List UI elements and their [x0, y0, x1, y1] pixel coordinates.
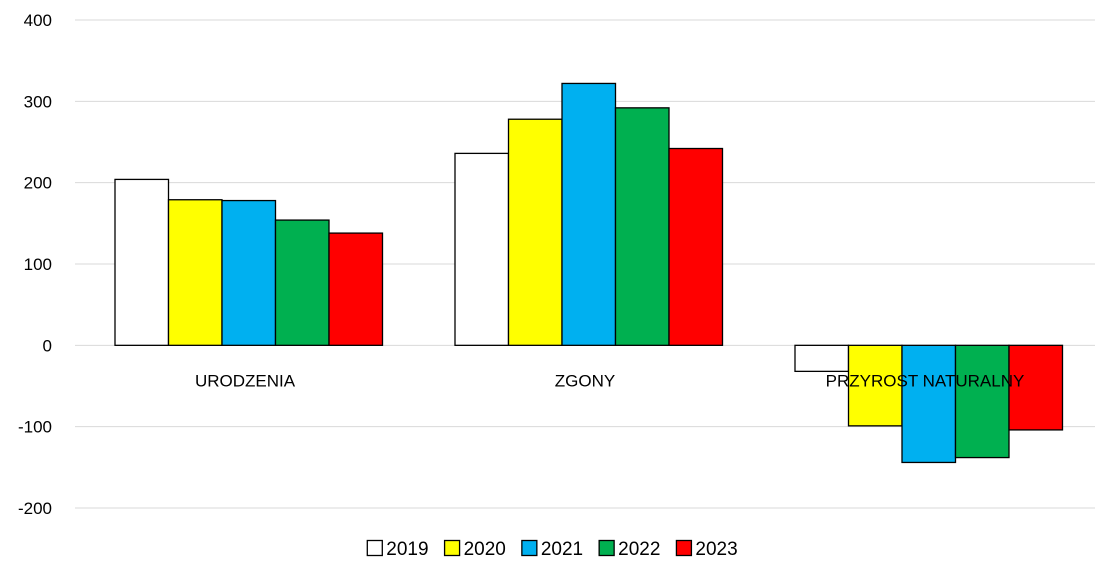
legend-label: 2020	[464, 539, 506, 560]
legend-item-2019: 2019	[366, 539, 429, 560]
legend-swatch	[366, 539, 383, 557]
category-label: PRZYROST NATURALNY	[826, 371, 1025, 390]
legend-label: 2023	[695, 539, 737, 560]
bar-2019-0	[114, 178, 170, 346]
y-axis-ticks: -200 -100 0 100 200 300 400	[18, 11, 52, 518]
legend-item-2023: 2023	[675, 539, 738, 560]
y-tick-label: 400	[24, 11, 52, 30]
y-tick-label: -100	[18, 418, 52, 437]
bar-2019-2	[794, 344, 850, 373]
legend-swatch	[443, 539, 461, 557]
legend-item-2022: 2022	[598, 539, 660, 560]
legend-label: 2021	[541, 539, 583, 560]
y-tick-label: -200	[18, 499, 52, 518]
bar-2021-1	[561, 82, 617, 346]
legend-label: 2022	[618, 539, 660, 560]
legend-swatch	[598, 539, 615, 557]
y-tick-label: 100	[24, 255, 52, 274]
bar-2022-1	[614, 107, 670, 346]
legend-item-2020: 2020	[443, 539, 506, 560]
bar-2023-0	[328, 232, 384, 346]
bar-2021-2	[901, 344, 957, 464]
category-label: ZGONY	[555, 371, 615, 390]
legend-swatch	[675, 539, 693, 557]
bar-2023-1	[668, 147, 724, 346]
bar-2022-2	[954, 344, 1010, 459]
legend: 2019 2020 2021 2022 2023	[366, 539, 738, 560]
bar-2022-0	[274, 219, 330, 346]
legend-label: 2019	[386, 539, 428, 560]
bar-2020-1	[507, 118, 563, 346]
bar-2019-1	[454, 152, 510, 346]
legend-item-2021: 2021	[521, 539, 583, 560]
bar-2020-2	[847, 344, 903, 427]
category-label: URODZENIA	[195, 371, 296, 390]
y-tick-label: 0	[43, 336, 52, 355]
bar-2021-0	[221, 199, 277, 346]
category-labels: URODZENIA ZGONY PRZYROST NATURALNY	[195, 371, 1024, 390]
bars	[114, 82, 1064, 464]
legend-swatch	[521, 539, 538, 557]
bar-2023-2	[1008, 344, 1064, 431]
y-tick-label: 300	[24, 92, 52, 111]
y-tick-label: 200	[24, 174, 52, 193]
bar-2020-0	[167, 199, 223, 346]
